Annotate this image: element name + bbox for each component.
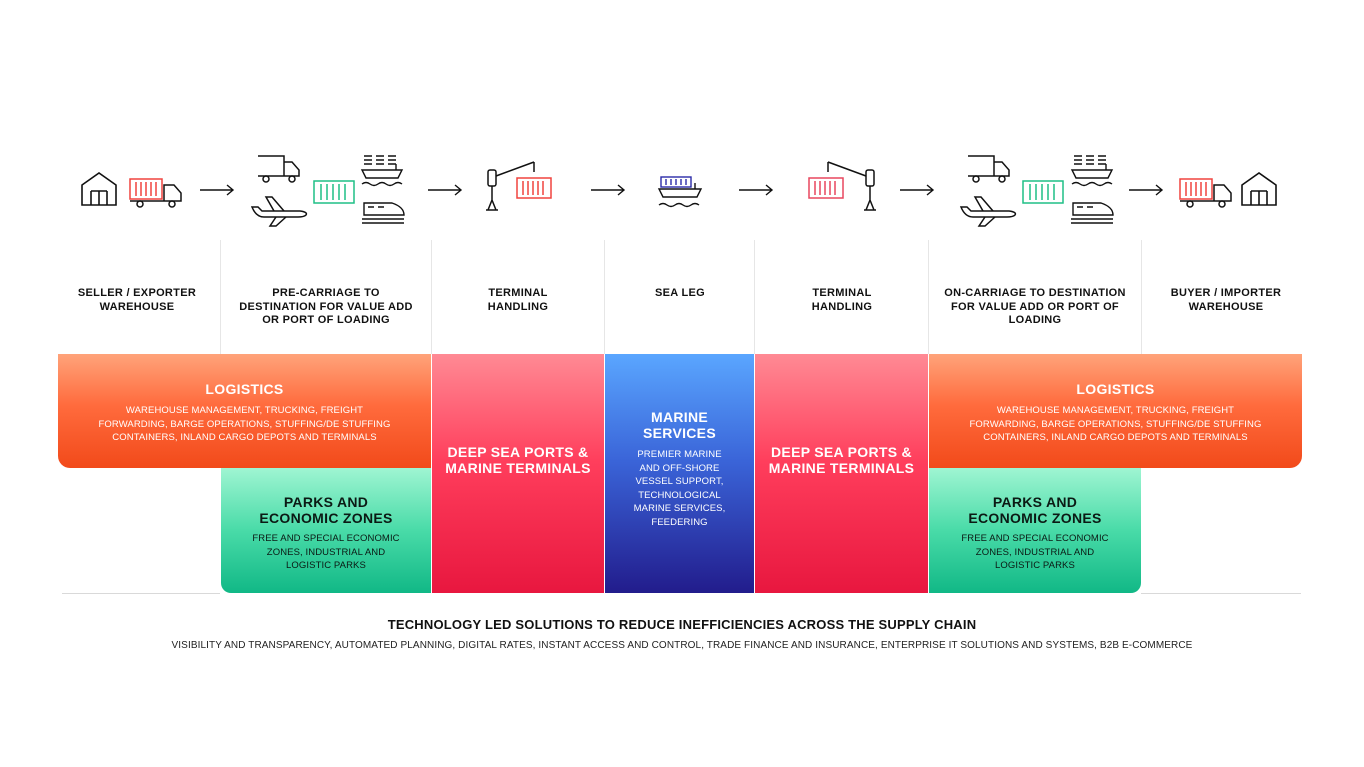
truck-icon [128, 177, 184, 209]
arrow-right-icon [427, 183, 463, 197]
technology-title: TECHNOLOGY LED SOLUTIONS TO REDUCE INEFF… [387, 617, 977, 632]
baseline-rule [1141, 593, 1301, 594]
column-divider [928, 240, 929, 354]
arrow-right-icon [590, 183, 626, 197]
train-icon [360, 199, 406, 225]
parks-band-right: PARKS AND ECONOMIC ZONES FREE AND SPECIA… [929, 468, 1141, 593]
crane-icon [484, 160, 540, 212]
warehouse-icon [80, 171, 118, 207]
marine-services-band: MARINE SERVICES PREMIER MARINE AND OFF-S… [605, 354, 754, 593]
stage-label-terminal-handling: TERMINAL HANDLING [811, 287, 873, 313]
column-divider [220, 240, 221, 354]
ship-icon [360, 152, 404, 188]
column-divider [604, 240, 605, 354]
ship-icon [657, 175, 703, 209]
train-icon [1069, 199, 1115, 225]
logistics-description: WAREHOUSE MANAGEMENT, TRUCKING, FREIGHT … [98, 405, 391, 443]
logistics-description: WAREHOUSE MANAGEMENT, TRUCKING, FREIGHT … [969, 405, 1262, 443]
ports-band-left: DEEP SEA PORTS & MARINE TERMINALS [432, 354, 604, 593]
marine-description: PREMIER MARINE AND OFF-SHORE VESSEL SUPP… [633, 449, 726, 528]
ports-title: DEEP SEA PORTS & MARINE TERMINALS [445, 444, 591, 476]
container-icon [516, 177, 552, 199]
truck-icon [256, 152, 302, 184]
column-divider [1141, 240, 1142, 354]
parks-title: PARKS AND ECONOMIC ZONES [259, 494, 393, 526]
stage-label-buyer: BUYER / IMPORTER WAREHOUSE [1170, 287, 1282, 313]
ports-band-right: DEEP SEA PORTS & MARINE TERMINALS [755, 354, 928, 593]
arrow-right-icon [199, 183, 235, 197]
truck-icon [1178, 177, 1234, 209]
logistics-title: LOGISTICS [1076, 381, 1155, 397]
ports-title: DEEP SEA PORTS & MARINE TERMINALS [768, 444, 915, 476]
ship-icon [1070, 152, 1114, 188]
container-icon [808, 177, 844, 199]
logistics-band-right: LOGISTICS WAREHOUSE MANAGEMENT, TRUCKING… [929, 354, 1302, 468]
technology-description: VISIBILITY AND TRANSPARENCY, AUTOMATED P… [171, 640, 1193, 651]
stage-label-seller: SELLER / EXPORTER WAREHOUSE [77, 287, 197, 313]
column-divider [431, 240, 432, 354]
plane-icon [248, 193, 310, 227]
baseline-rule [62, 593, 220, 594]
container-icon [313, 180, 355, 204]
logistics-band-left: LOGISTICS WAREHOUSE MANAGEMENT, TRUCKING… [58, 354, 431, 468]
arrow-right-icon [1128, 183, 1164, 197]
crane-icon [822, 160, 878, 212]
parks-band-left: PARKS AND ECONOMIC ZONES FREE AND SPECIA… [221, 468, 431, 593]
stage-label-terminal-handling: TERMINAL HANDLING [487, 287, 549, 313]
stage-label-sea-leg: SEA LEG [655, 287, 705, 299]
stage-label-pre-carriage: PRE-CARRIAGE TO DESTINATION FOR VALUE AD… [239, 287, 413, 326]
marine-title: MARINE SERVICES [643, 409, 716, 441]
logistics-title: LOGISTICS [205, 381, 284, 397]
column-divider [754, 240, 755, 354]
parks-description: FREE AND SPECIAL ECONOMIC ZONES, INDUSTR… [961, 533, 1109, 571]
stage-label-on-carriage: ON-CARRIAGE TO DESTINATION FOR VALUE ADD… [944, 287, 1126, 326]
parks-title: PARKS AND ECONOMIC ZONES [968, 494, 1102, 526]
container-icon [1022, 180, 1064, 204]
warehouse-icon [1240, 171, 1278, 207]
parks-description: FREE AND SPECIAL ECONOMIC ZONES, INDUSTR… [252, 533, 400, 571]
truck-icon [966, 152, 1012, 184]
plane-icon [957, 193, 1019, 227]
arrow-right-icon [738, 183, 774, 197]
arrow-right-icon [899, 183, 935, 197]
